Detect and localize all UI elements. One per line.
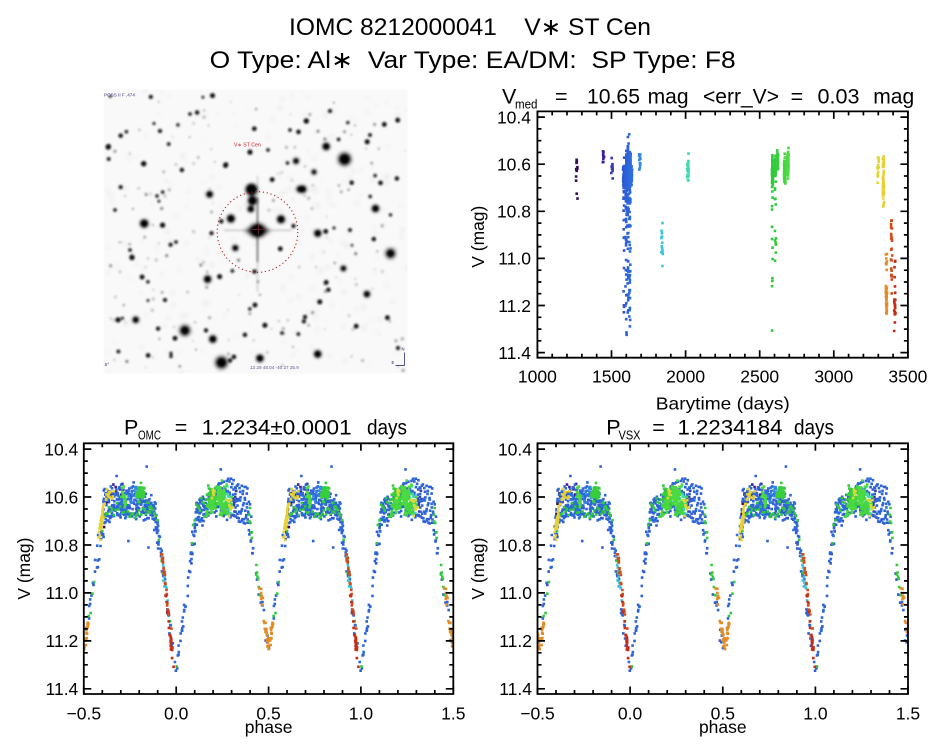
- svg-text:11.2: 11.2: [499, 631, 532, 651]
- svg-text:V: V: [502, 84, 517, 108]
- svg-text:0.03: 0.03: [818, 84, 860, 108]
- svg-text:10.8: 10.8: [498, 535, 532, 555]
- svg-text:1.0: 1.0: [349, 703, 374, 723]
- svg-text:POSS II F .474: POSS II F .474: [104, 93, 135, 98]
- svg-text:.5°: .5°: [104, 362, 110, 367]
- svg-text:10.8: 10.8: [44, 535, 78, 555]
- svg-text:11.2: 11.2: [46, 631, 79, 651]
- svg-text:10.65: 10.65: [587, 84, 640, 108]
- svg-text:P: P: [606, 416, 620, 440]
- svg-text:days: days: [794, 416, 834, 440]
- svg-text:O Type: Al∗ Var Type: EA/DM:: O Type: Al∗ Var Type: EA/DM: SP Type: F8: [210, 47, 736, 74]
- svg-text:N: N: [402, 347, 405, 352]
- svg-text:13 29 48.04 -40 27 25.9: 13 29 48.04 -40 27 25.9: [250, 365, 299, 370]
- svg-text:1.5: 1.5: [441, 703, 465, 723]
- svg-text:V (mag): V (mag): [468, 206, 488, 268]
- svg-text:V (mag): V (mag): [14, 538, 34, 600]
- svg-text:=: =: [652, 416, 665, 440]
- svg-text:11.2: 11.2: [498, 296, 531, 316]
- svg-text:0.0: 0.0: [164, 703, 189, 723]
- svg-text:mag: mag: [873, 84, 914, 108]
- svg-text:0.5: 0.5: [711, 703, 735, 723]
- svg-text:3500: 3500: [888, 367, 927, 387]
- svg-text:days: days: [367, 416, 407, 440]
- svg-text:phase: phase: [699, 717, 747, 737]
- svg-text:phase: phase: [245, 717, 293, 737]
- svg-text:=: =: [555, 84, 568, 108]
- svg-text:10.6: 10.6: [498, 487, 532, 507]
- svg-text:mag: mag: [648, 84, 689, 108]
- svg-text:1.5: 1.5: [896, 703, 920, 723]
- svg-text:10.8: 10.8: [497, 202, 531, 222]
- svg-text:0.5: 0.5: [256, 703, 280, 723]
- svg-text:1000: 1000: [518, 367, 557, 387]
- svg-text:IOMC 8212000041 V∗ ST Cen: IOMC 8212000041 V∗ ST Cen: [289, 14, 651, 41]
- svg-text:med: med: [515, 96, 538, 111]
- svg-text:11.0: 11.0: [46, 583, 79, 603]
- svg-text:3000: 3000: [814, 367, 853, 387]
- svg-text:2000: 2000: [666, 367, 705, 387]
- svg-text:−0.5: −0.5: [67, 703, 102, 723]
- svg-text:−0.5: −0.5: [520, 703, 555, 723]
- svg-text:10.6: 10.6: [497, 155, 531, 175]
- svg-text:1.2234184: 1.2234184: [678, 416, 783, 440]
- svg-text:11.0: 11.0: [498, 249, 531, 269]
- svg-text:10.4: 10.4: [497, 107, 531, 127]
- svg-text:1.0: 1.0: [803, 703, 828, 723]
- svg-text:11.0: 11.0: [499, 583, 532, 603]
- svg-text:VSX: VSX: [619, 428, 641, 443]
- svg-text:0.0: 0.0: [618, 703, 643, 723]
- svg-text:P: P: [124, 416, 138, 440]
- svg-text:10.4: 10.4: [498, 439, 532, 459]
- svg-text:1500: 1500: [592, 367, 631, 387]
- svg-text:11.4: 11.4: [498, 343, 531, 363]
- svg-text:<err_V>: <err_V>: [703, 84, 779, 108]
- svg-text:11.4: 11.4: [46, 679, 79, 699]
- svg-text:=: =: [175, 416, 188, 440]
- svg-text:E: E: [392, 360, 395, 365]
- svg-text:2500: 2500: [740, 367, 779, 387]
- svg-text:V∗ ST Cen: V∗ ST Cen: [234, 142, 261, 148]
- svg-text:OMC: OMC: [138, 428, 161, 443]
- svg-text:=: =: [791, 84, 804, 108]
- svg-text:10.4: 10.4: [44, 439, 78, 459]
- svg-text:10.6: 10.6: [44, 487, 78, 507]
- svg-text:Barytime (days): Barytime (days): [656, 394, 790, 414]
- svg-text:V (mag): V (mag): [468, 538, 488, 600]
- svg-text:11.4: 11.4: [499, 679, 532, 699]
- svg-text:1.2234±0.0001: 1.2234±0.0001: [202, 416, 352, 440]
